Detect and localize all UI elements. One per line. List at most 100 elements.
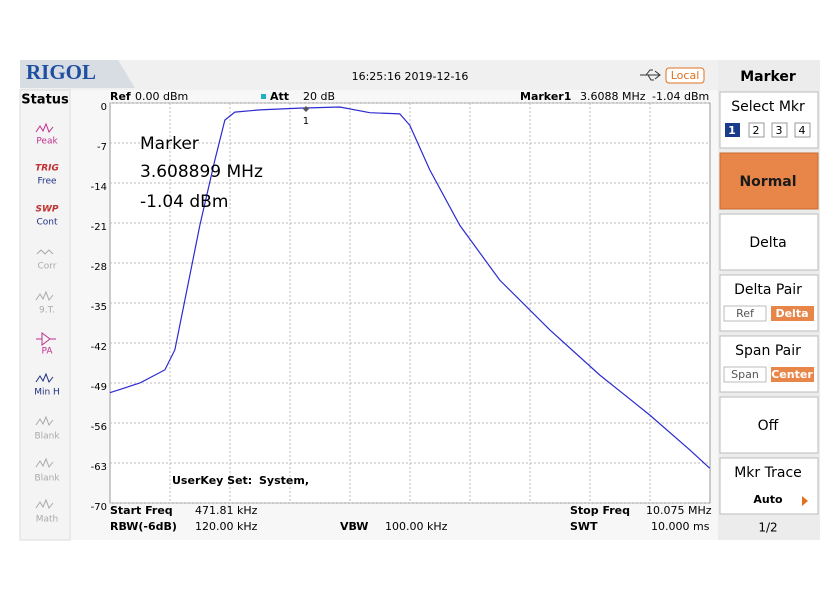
status-label: Peak xyxy=(36,137,58,147)
marker xyxy=(302,105,309,112)
datetime: 16:25:16 2019-12-16 xyxy=(352,70,469,83)
rbw-label: RBW(-6dB) xyxy=(110,520,177,533)
status-icon xyxy=(35,415,54,426)
status-icon xyxy=(35,498,54,509)
status-icon xyxy=(35,122,54,133)
page-indicator: 1/2 xyxy=(758,521,777,535)
status-icon xyxy=(35,372,54,383)
y-tick-label: -49 xyxy=(91,382,107,393)
arrow-icon xyxy=(802,496,808,506)
swt-label: SWT xyxy=(570,520,598,533)
annotation-title: Marker xyxy=(140,134,199,154)
menu-button[interactable] xyxy=(719,457,819,515)
option: 2 xyxy=(753,124,760,137)
marker-number: 1 xyxy=(303,116,309,127)
att-flag xyxy=(261,94,266,99)
status-label: Free xyxy=(37,177,57,187)
mode: Local xyxy=(671,69,700,82)
status-icon xyxy=(35,290,54,301)
status-items: Peak TRIG Free SWP Cont Corr 9.T. PA Min… xyxy=(34,122,60,525)
ref-label: Ref xyxy=(110,90,131,103)
att-value: 20 dB xyxy=(303,90,335,103)
menu-button[interactable] xyxy=(719,274,819,332)
mode-box xyxy=(665,67,705,84)
userkey-value: System, xyxy=(259,474,309,487)
y-tick-label: -7 xyxy=(97,142,107,153)
status-label: PA xyxy=(41,347,53,357)
y-tick-label: -63 xyxy=(91,462,107,473)
option: 4 xyxy=(799,124,806,137)
annotation-amp: -1.04 dBm xyxy=(140,192,228,212)
status-label: 9.T. xyxy=(39,306,55,316)
menu-button[interactable] xyxy=(719,335,819,393)
annotation-freq: 3.608899 MHz xyxy=(140,162,263,182)
y-tick-label: -35 xyxy=(91,302,107,313)
option: Ref xyxy=(736,307,755,320)
status-icon xyxy=(36,332,56,346)
stop-value: 10.075 MHz xyxy=(646,504,712,517)
button-label: Delta Pair xyxy=(734,282,802,298)
option: 3 xyxy=(776,124,783,137)
menu-button[interactable] xyxy=(719,152,819,210)
y-tick-label: -42 xyxy=(91,342,107,353)
vbw-value: 100.00 kHz xyxy=(385,520,448,533)
brand: RIGOL xyxy=(26,60,96,84)
y-tick-label: -28 xyxy=(91,262,107,273)
status-label: Corr xyxy=(37,262,56,272)
option-box[interactable] xyxy=(771,367,814,382)
marker-label: Marker1 xyxy=(520,90,571,103)
option-box[interactable] xyxy=(748,122,765,138)
option: Span xyxy=(731,368,759,381)
button-label: Mkr Trace xyxy=(734,465,802,481)
ref-value: 0.00 dBm xyxy=(135,90,188,103)
status-icon xyxy=(35,457,54,468)
rbw-value: 120.00 kHz xyxy=(195,520,258,533)
logo-band xyxy=(20,60,135,88)
status-icon xyxy=(36,249,54,255)
option-box[interactable] xyxy=(794,122,811,138)
option: Center xyxy=(771,368,813,381)
option-box[interactable] xyxy=(771,122,788,138)
swt-value: 10.000 ms xyxy=(651,520,710,533)
usb-icon xyxy=(640,69,661,81)
option-box[interactable] xyxy=(771,306,814,321)
y-tick-label: 0 xyxy=(101,102,107,113)
status-title: Status xyxy=(21,93,69,108)
status-panel xyxy=(19,89,71,541)
top-bar xyxy=(20,60,718,90)
trace xyxy=(109,106,711,469)
status-top: TRIG xyxy=(35,164,59,174)
button-label: Delta xyxy=(749,235,786,251)
option-box[interactable] xyxy=(723,366,767,383)
att-label: Att xyxy=(270,90,289,103)
start-label: Start Freq xyxy=(110,504,173,517)
vbw-label: VBW xyxy=(340,520,368,533)
button-value: Auto xyxy=(753,493,783,506)
button-label: Select Mkr xyxy=(731,99,805,115)
status-top: SWP xyxy=(35,205,58,215)
stop-label: Stop Freq xyxy=(570,504,630,517)
userkey-label: UserKey Set: xyxy=(172,474,252,487)
option-box[interactable] xyxy=(725,123,740,137)
plot: 0 -7 -14 -21 -28 -35 -42 -49 -56 -63 -70 1 xyxy=(91,102,711,513)
status-label: Blank xyxy=(34,432,60,442)
start-value: 471.81 kHz xyxy=(195,504,258,517)
menu-button[interactable] xyxy=(719,213,819,271)
status-label: Math xyxy=(36,515,59,525)
option-box[interactable] xyxy=(723,305,767,322)
button-label: Span Pair xyxy=(735,343,801,359)
option: 1 xyxy=(728,124,736,137)
button-label: Off xyxy=(758,418,779,434)
marker-amp: -1.04 dBm xyxy=(652,90,709,103)
button-label: Normal xyxy=(739,174,796,190)
y-tick-label: -56 xyxy=(91,422,107,433)
y-tick-label: -21 xyxy=(91,222,107,233)
menu-title: Marker xyxy=(740,69,796,85)
menu-button[interactable] xyxy=(719,396,819,454)
marker-freq: 3.6088 MHz xyxy=(580,90,646,103)
menu-select[interactable]: Select Mkr 1 2 3 4 xyxy=(719,91,819,149)
menu-button[interactable] xyxy=(719,91,819,149)
status-label: Min H xyxy=(34,388,60,398)
status-label: Blank xyxy=(34,474,60,484)
